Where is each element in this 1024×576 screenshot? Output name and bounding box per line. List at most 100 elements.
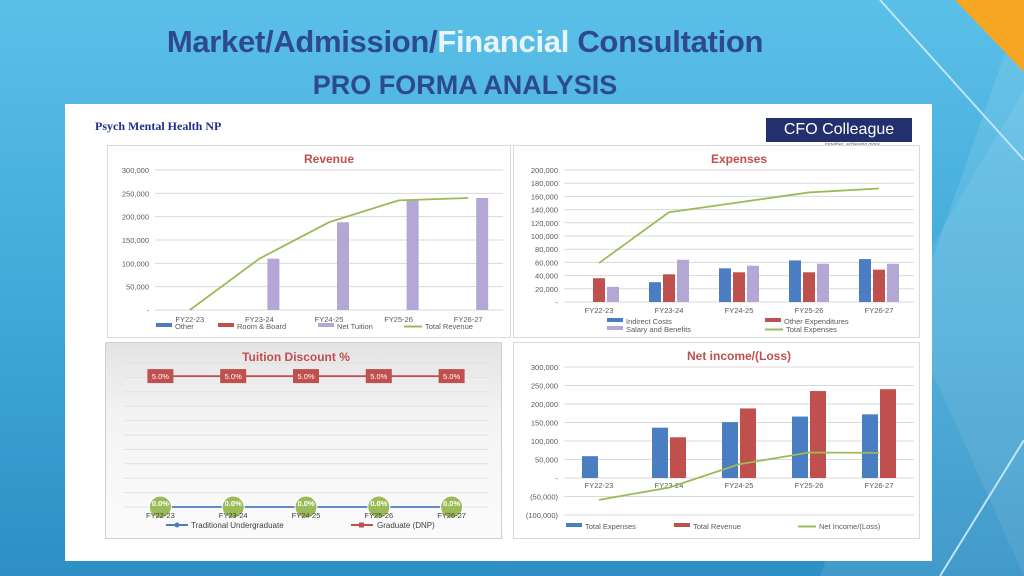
marker-graduate-dnp bbox=[147, 369, 174, 384]
data-label-graduate-dnp: 5.0% bbox=[225, 372, 242, 381]
bar-total-expenses bbox=[722, 422, 738, 478]
y-tick-label: 150,000 bbox=[122, 236, 149, 245]
bar-indirect-costs bbox=[719, 268, 731, 302]
slide-subtitle: PRO FORMA ANALYSIS bbox=[312, 70, 618, 100]
legend-swatch-total-revenue bbox=[674, 523, 690, 527]
y-tick-label: 50,000 bbox=[126, 283, 149, 292]
bar-other-expenditures bbox=[593, 278, 605, 302]
net-income-chart-panel: Net income/(Loss) (100,000) (50,000) - 50,00… bbox=[513, 342, 920, 539]
expenses-chart: Expenses - 20,000 40,000 60,000 80,000 100,000… bbox=[531, 152, 914, 334]
slide-title-accent: Financial bbox=[437, 24, 570, 59]
tuition-discount-chart-panel: Tuition Discount % 5.0% 5.0% 5.0% 5.0% 5.0% 0.… bbox=[105, 342, 502, 539]
x-tick-label: FY26-27 bbox=[437, 511, 466, 520]
bar-salary-and-benefits bbox=[747, 265, 759, 302]
legend-swatch-other-expenditures bbox=[765, 318, 781, 322]
data-label-graduate-dnp: 5.0% bbox=[443, 372, 460, 381]
x-tick-label: FY23-24 bbox=[655, 306, 684, 315]
chart-title: Expenses bbox=[711, 152, 767, 166]
y-tick-label: (100,000) bbox=[526, 511, 559, 520]
bar-total-revenue bbox=[810, 391, 826, 478]
y-tick-label: 250,000 bbox=[122, 189, 149, 198]
bar-net-tuition bbox=[267, 258, 280, 310]
x-tick-label: FY25-26 bbox=[364, 511, 393, 520]
y-tick-label: 300,000 bbox=[531, 363, 558, 372]
y-tick-label: 100,000 bbox=[122, 259, 149, 268]
legend-label-net-tuition: Net Tuition bbox=[337, 322, 373, 331]
x-tick-label: FY25-26 bbox=[795, 481, 824, 490]
y-tick-label: 200,000 bbox=[122, 213, 149, 222]
legend-swatch-net-tuition bbox=[318, 323, 334, 327]
legend-label-total-expenses: Total Expenses bbox=[786, 325, 837, 334]
y-tick-label: 200,000 bbox=[531, 400, 558, 409]
legend-marker-graduate-dnp bbox=[359, 522, 364, 528]
y-tick-label: (50,000) bbox=[530, 493, 558, 502]
bar-salary-and-benefits bbox=[607, 286, 619, 302]
bar-net-tuition bbox=[337, 222, 349, 310]
bar-total-expenses bbox=[652, 427, 668, 478]
data-label-graduate-dnp: 5.0% bbox=[297, 372, 314, 381]
bar-total-revenue bbox=[740, 408, 756, 478]
y-tick-label: 50,000 bbox=[535, 456, 558, 465]
line-total-expenses bbox=[598, 187, 880, 264]
revenue-chart: Revenue - 50,000 100,000 150,000 200,000 250,0… bbox=[122, 152, 503, 331]
bar-other-expenditures bbox=[663, 274, 675, 302]
legend-label-other: Other bbox=[175, 322, 194, 331]
data-label-traditional-undergraduate: 0.0% bbox=[225, 499, 242, 508]
marker-traditional-undergraduate bbox=[294, 495, 318, 519]
y-tick-label: 20,000 bbox=[535, 285, 558, 294]
y-tick-label: 140,000 bbox=[531, 206, 558, 215]
legend-swatch-salary-and-benefits bbox=[607, 326, 623, 330]
y-tick-label: 100,000 bbox=[531, 437, 558, 446]
x-tick-label: FY25-26 bbox=[795, 306, 824, 315]
x-tick-label: FY23-24 bbox=[219, 511, 248, 520]
tuition-discount-chart: Tuition Discount %5.0% 5.0% 5.0% 5.0% 5.0%0.… bbox=[124, 350, 488, 530]
x-tick-label: FY26-27 bbox=[454, 315, 483, 324]
bar-salary-and-benefits bbox=[887, 263, 899, 302]
marker-graduate-dnp bbox=[365, 369, 392, 384]
x-tick-label: FY26-27 bbox=[865, 306, 894, 315]
bar-indirect-costs bbox=[649, 282, 661, 302]
legend-label-salary-and-benefits: Salary and Benefits bbox=[626, 325, 691, 334]
y-tick-label: 160,000 bbox=[531, 192, 558, 201]
y-tick-label: 300,000 bbox=[122, 166, 149, 175]
data-label-traditional-undergraduate: 0.0% bbox=[152, 499, 169, 508]
slide-title: Market/Admission/Financial Consultation bbox=[0, 24, 930, 60]
chart-title: Revenue bbox=[304, 152, 354, 166]
legend-swatch-room-board bbox=[218, 323, 234, 327]
legend-label-traditional-undergraduate: Traditional Undergraduate bbox=[191, 521, 284, 530]
legend-swatch-indirect-costs bbox=[607, 318, 623, 322]
x-tick-label: FY22-23 bbox=[175, 315, 204, 324]
legend-label-net-income-loss: Net Income/(Loss) bbox=[819, 522, 881, 531]
x-tick-label: FY24-25 bbox=[315, 315, 344, 324]
x-tick-label: FY24-25 bbox=[725, 306, 754, 315]
dashboard-sheet: Psych Mental Health NP CFO Colleague tog… bbox=[65, 104, 932, 561]
legend-swatch-other bbox=[156, 323, 172, 327]
data-label-traditional-undergraduate: 0.0% bbox=[370, 499, 387, 508]
y-tick-label: - bbox=[556, 298, 559, 307]
bar-other-expenditures bbox=[803, 272, 815, 302]
bar-other-expenditures bbox=[873, 269, 885, 302]
x-tick-label: FY22-23 bbox=[585, 481, 614, 490]
marker-traditional-undergraduate bbox=[367, 495, 391, 519]
legend-label-graduate-dnp: Graduate (DNP) bbox=[377, 521, 435, 530]
x-tick-label: FY24-25 bbox=[725, 481, 754, 490]
data-label-graduate-dnp: 5.0% bbox=[370, 372, 387, 381]
x-tick-label: FY23-24 bbox=[245, 315, 274, 324]
y-tick-label: 180,000 bbox=[531, 179, 558, 188]
net-income-chart: Net income/(Loss) (100,000) (50,000) - 50,00… bbox=[526, 349, 914, 531]
y-tick-label: 60,000 bbox=[535, 258, 558, 267]
chart-title: Tuition Discount % bbox=[242, 350, 350, 364]
bar-indirect-costs bbox=[859, 259, 871, 302]
y-tick-label: 120,000 bbox=[531, 219, 558, 228]
company-name: Psych Mental Health NP bbox=[95, 119, 222, 133]
y-tick-label: - bbox=[147, 306, 150, 315]
legend-marker-traditional-undergraduate bbox=[174, 522, 180, 528]
bar-salary-and-benefits bbox=[677, 259, 689, 302]
legend-label-other-expenditures: Other Expenditures bbox=[784, 317, 849, 326]
bar-total-expenses bbox=[582, 456, 598, 478]
y-tick-label: 200,000 bbox=[531, 166, 558, 175]
marker-graduate-dnp bbox=[220, 369, 247, 384]
y-tick-label: 250,000 bbox=[531, 382, 558, 391]
marker-traditional-undergraduate bbox=[440, 495, 464, 519]
x-tick-label: FY22-23 bbox=[146, 511, 175, 520]
